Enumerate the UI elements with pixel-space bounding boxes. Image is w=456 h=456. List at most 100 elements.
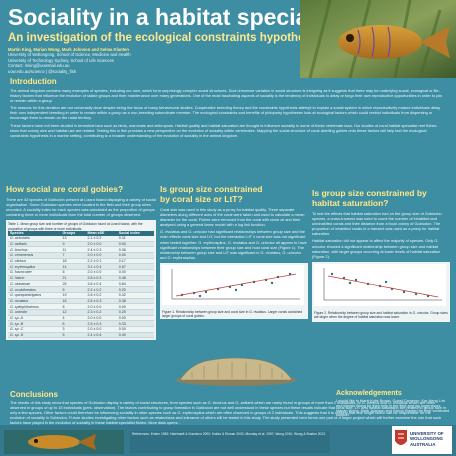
table-cell: 12 [60, 309, 86, 316]
table-cell: G. unicolor [8, 309, 61, 316]
table-row: G. sp. B 6 2.5 ± 0.3 0.33 [8, 320, 154, 327]
saturation-heading: Is group size constrained by habitat sat… [312, 188, 450, 208]
table-cell: 2.3 ± 0.2 [85, 309, 117, 316]
species-table: Species Groups Mean ±SE Social index G. aci… [8, 230, 154, 339]
table-cell: 3.1 ± 0.4 [85, 263, 117, 271]
table-cell: 11 [60, 246, 86, 254]
table-cell: G. brochus [8, 246, 61, 254]
table-cell: 6 [60, 320, 86, 327]
table-cell: 8 [60, 303, 86, 310]
table-cell: G. oculolineatus [8, 286, 61, 293]
university-logo-text: UNIVERSITY OF WOLLONGONG AUSTRALIA [410, 431, 444, 447]
university-logo: UNIVERSITY OF WOLLONGONG AUSTRALIA [392, 426, 452, 454]
author-names: Martin King, Marian Wong, Mark Johnson a… [8, 47, 129, 52]
table-row: G. sp. C 3 2.0 ± 0.0 0.00 [8, 326, 154, 333]
table-cell: 0.31 [116, 235, 154, 242]
table-cell: 0.00 [116, 252, 154, 259]
affiliation-1: University of Wollongong, School of Scie… [8, 52, 131, 58]
goby-photo-top [300, 0, 456, 78]
table-cell: 0.40 [116, 332, 154, 339]
table-cell: 2.2 ± 0.1 [85, 258, 117, 265]
coral-size-body: Coral size was used in this study as a p… [160, 207, 305, 228]
table-header-cell: Species [8, 230, 61, 236]
table-cell: 7 [60, 252, 86, 259]
table-row: G. acicularis 13 2.1 ± 0.2 0.31 [8, 235, 154, 242]
table-cell: 6 [60, 269, 86, 276]
table-cell: 0.00 [116, 315, 154, 322]
table-cell: 0.42 [116, 292, 154, 299]
table-row: G. ceramensis 7 2.0 ± 0.0 0.00 [8, 252, 154, 259]
species-table-panel: Table 1. Mean group size and number of g… [6, 220, 156, 341]
conclusions-body: The results of this study show that spec… [10, 400, 446, 426]
table-cell: G. citrinus [8, 258, 61, 265]
table-cell: 2.0 ± 0.0 [85, 326, 117, 333]
table-cell: G. erythrospilus [8, 263, 61, 271]
table-cell: G. axillaris [8, 241, 61, 248]
contact-links: uow.edu.au/science | @sociality_fish [8, 68, 77, 74]
table-cell: 0.57 [116, 263, 154, 271]
table-cell: 0.33 [116, 320, 154, 327]
table-row: G. okinawae 25 3.6 ± 0.4 0.64 [8, 280, 154, 288]
table-row: G. unicolor 12 2.3 ± 0.2 0.25 [8, 309, 154, 316]
intro-paragraph: The reasons for this decision are not un… [10, 105, 441, 121]
table-cell: 5 [60, 332, 86, 339]
crest-icon [395, 430, 407, 445]
saturation-heading-line1: Is group size constrained by [312, 188, 427, 198]
groups-section: How social are coral gobies? There are 4… [6, 184, 156, 384]
table-cell: 2.5 ± 0.3 [85, 298, 117, 305]
table-cell: 25 [60, 280, 86, 288]
figure-1-plot [162, 264, 304, 305]
figure-2-panel: Figure 2. Relationship between group siz… [312, 261, 450, 322]
table-cell: 0.25 [116, 309, 154, 316]
contact-email: Contact: mking@uowmail.edu.au [8, 63, 70, 69]
table-row: G. sp. D 5 2.4 ± 0.4 0.40 [8, 332, 154, 339]
table-cell: 2.0 ± 0.0 [85, 269, 117, 276]
acknowledgements-panel: Acknowledgements I would like to thank K… [336, 390, 452, 418]
acknowledgements-body: I would like to thank Kylie Brown, Guest… [336, 399, 450, 418]
coral-size-results: G. rivulatus and G. unicolor had signifi… [160, 229, 307, 260]
coral-size-section: Is group size constrained by coral size … [160, 184, 308, 390]
groups-heading: How social are coral gobies? [6, 184, 124, 194]
table-cell: 0.00 [116, 241, 154, 248]
table-cell: 16 [60, 298, 86, 305]
table-caption: Table 1. Mean group size and number of g… [8, 222, 143, 231]
affiliation-2: University of Technology Sydney, School … [8, 57, 114, 63]
table-cell: G. rivulatus [8, 298, 61, 305]
table-cell: 14 [60, 263, 86, 271]
introduction-body: The animal kingdom contains many example… [10, 88, 446, 138]
table-row: G. axillaris 9 2.0 ± 0.0 0.00 [8, 241, 154, 248]
table-cell: G. histrio [8, 275, 61, 282]
figure-2-caption: Figure 2. Relationship between group siz… [314, 310, 448, 320]
table-cell: 2.1 ± 0.2 [85, 235, 117, 242]
table-header-cell: Social index [116, 230, 154, 236]
figure-1-panel: Figure 1. Relationship between group siz… [160, 262, 308, 319]
intro-paragraph: These factors have not been studied in t… [10, 122, 437, 138]
table-cell: 2.0 ± 0.0 [85, 241, 117, 248]
table-row: G. erythrospilus 14 3.1 ± 0.4 0.57 [8, 263, 154, 271]
table-cell: 3.6 ± 0.4 [85, 280, 117, 288]
coral-image [176, 357, 296, 386]
table-cell: 18 [60, 258, 86, 265]
table-header-cell: Mean ±SE [85, 230, 117, 236]
saturation-results: Habitat saturation did not appear to aff… [312, 238, 441, 259]
figure-2-plot [314, 263, 446, 306]
table-cell: 2.4 ± 0.3 [85, 246, 117, 254]
table-cell: 2.4 ± 0.4 [85, 332, 117, 339]
intro-paragraph: The animal kingdom contains many example… [10, 88, 443, 104]
table-cell: G. ceramensis [8, 252, 61, 259]
table-cell: 2.5 ± 0.3 [85, 320, 117, 327]
table-cell: G. quinquestrigatus [8, 292, 61, 299]
saturation-body: To test the effects that habitat saturat… [312, 211, 442, 237]
table-cell: 0.20 [116, 286, 154, 293]
table-cell: 4 [60, 315, 86, 322]
coral-size-heading: Is group size constrained by coral size … [160, 184, 308, 204]
table-cell: G. spilophthalmus [8, 303, 61, 310]
table-row: G. rivulatus 16 2.5 ± 0.3 0.38 [8, 298, 154, 305]
table-cell: 19 [60, 292, 86, 299]
table-cell: 0.38 [116, 298, 154, 305]
coral-size-heading-line2: by coral size or LtT? [160, 194, 243, 204]
table-cell: 5 [60, 286, 86, 293]
poster-subtitle: An investigation of the ecological const… [8, 32, 321, 44]
table-cell: G. okinawae [8, 280, 61, 288]
table-cell: 2.0 ± 0.0 [85, 315, 117, 322]
